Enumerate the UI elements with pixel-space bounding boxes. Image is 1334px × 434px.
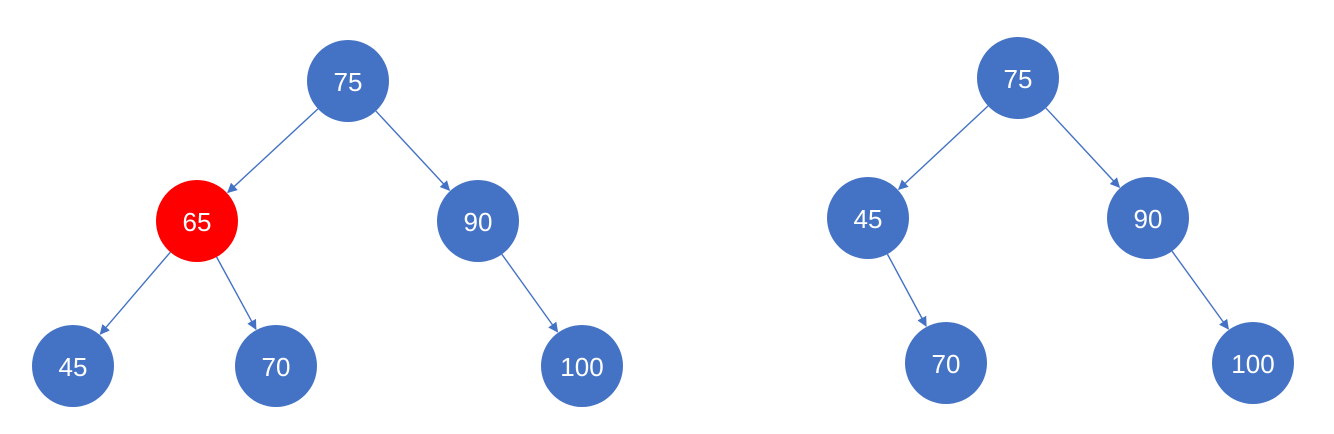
node-circle [541, 325, 623, 407]
edge-65-to-45 [99, 251, 171, 335]
tree-node-45: 45 [32, 325, 114, 407]
tree-node-90: 90 [1107, 177, 1189, 259]
tree-node-75: 75 [977, 37, 1059, 119]
node-label: 45 [59, 352, 88, 382]
edge-65-to-70 [216, 256, 257, 330]
edge-75-to-90 [1045, 107, 1121, 188]
edge-75-to-90 [375, 110, 451, 191]
node-circle [827, 177, 909, 259]
tree-node-100: 100 [1212, 322, 1294, 404]
node-circle [905, 322, 987, 404]
node-circle [1107, 177, 1189, 259]
node-label: 90 [1134, 204, 1163, 234]
node-label: 70 [932, 349, 961, 379]
node-label: 100 [560, 352, 603, 382]
tree-node-75: 75 [307, 40, 389, 122]
node-label: 75 [1004, 64, 1033, 94]
node-label: 100 [1231, 349, 1274, 379]
edge-75-to-45 [897, 105, 989, 191]
node-circle [307, 40, 389, 122]
tree-node-90: 90 [437, 180, 519, 262]
tree-node-70: 70 [905, 322, 987, 404]
left-tree: 75 65 90 45 70 100 [32, 40, 623, 407]
node-label: 75 [334, 67, 363, 97]
tree-node-45: 45 [827, 177, 909, 259]
node-circle [32, 325, 114, 407]
node-label: 65 [183, 207, 212, 237]
node-circle [437, 180, 519, 262]
node-circle [235, 325, 317, 407]
node-label: 90 [464, 207, 493, 237]
edge-45-to-70 [886, 253, 927, 327]
tree-node-70: 70 [235, 325, 317, 407]
highlighted-node-circle [156, 180, 238, 262]
edge-90-to-100 [501, 253, 559, 333]
right-tree: 75 45 90 70 100 [827, 37, 1294, 404]
node-label: 45 [854, 204, 883, 234]
node-label: 70 [262, 352, 291, 382]
edge-90-to-100 [1171, 250, 1229, 330]
node-circle [977, 37, 1059, 119]
node-circle [1212, 322, 1294, 404]
tree-node-65: 65 [156, 180, 238, 262]
edge-75-to-65 [227, 108, 319, 194]
tree-node-100: 100 [541, 325, 623, 407]
